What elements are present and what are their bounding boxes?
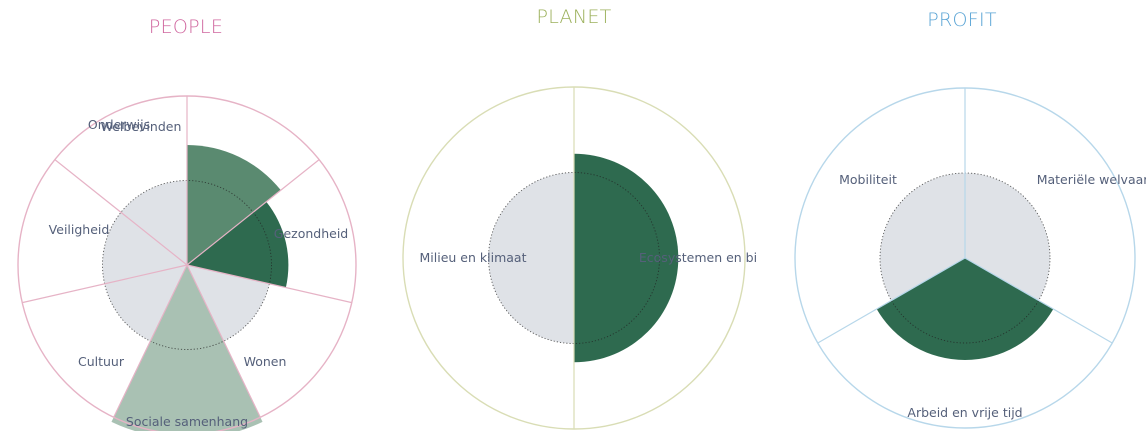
profit-title: PROFIT bbox=[927, 9, 997, 31]
spoke-1 bbox=[964, 257, 1113, 344]
category-label-4: Cultuur bbox=[78, 354, 125, 369]
threshold-circle bbox=[488, 172, 660, 344]
profit-panel: PROFIT Materiële welvaart Arbeid en vrije… bbox=[778, 0, 1146, 431]
sector-3 bbox=[111, 265, 263, 431]
category-label-0: Materiële welvaart bbox=[1037, 172, 1146, 187]
sector-0 bbox=[187, 145, 281, 265]
sector-1 bbox=[187, 201, 289, 288]
spoke-3 bbox=[186, 264, 261, 418]
category-label-5: Veiligheid bbox=[49, 222, 110, 237]
people-chart: Welbevinden Gezondheid Wonen Sociale samenh… bbox=[17, 95, 357, 431]
category-label-1: Gezondheid bbox=[274, 226, 348, 241]
planet-title: PLANET bbox=[536, 6, 612, 28]
threshold-circle bbox=[879, 172, 1051, 344]
outer-ring bbox=[402, 86, 746, 430]
category-label-0: Welbevinden bbox=[101, 119, 182, 134]
spoke-4 bbox=[113, 264, 188, 418]
spoke-1 bbox=[186, 159, 320, 266]
planet-chart: Ecosystemen en bi Milieu en klimaat bbox=[402, 86, 757, 430]
category-label-2: Mobiliteit bbox=[839, 172, 897, 187]
category-label-3: Sociale samenhang bbox=[126, 414, 248, 429]
category-label-0: Ecosystemen en bi bbox=[639, 250, 757, 265]
spoke-5 bbox=[22, 264, 188, 304]
category-label-2: Wonen bbox=[244, 354, 287, 369]
category-label-1: Arbeid en vrije tijd bbox=[907, 405, 1022, 420]
profit-chart: Materiële welvaart Arbeid en vrije tijd Mo… bbox=[794, 87, 1146, 429]
spoke-2 bbox=[186, 264, 352, 304]
outer-ring bbox=[794, 87, 1136, 429]
category-label-1: Milieu en klimaat bbox=[420, 250, 527, 265]
sector-0 bbox=[574, 153, 679, 363]
planet-panel: PLANET Ecosystemen en bi Milieu en klimaa… bbox=[388, 0, 760, 431]
category-label-6: Onderwijs bbox=[88, 117, 150, 132]
people-panel: PEOPLE Welbevinden Gezondheid Wonen Sociale… bbox=[0, 0, 372, 431]
people-title: PEOPLE bbox=[148, 16, 224, 38]
spoke-6 bbox=[54, 159, 188, 266]
outer-ring bbox=[17, 95, 357, 431]
spoke-2 bbox=[817, 257, 966, 344]
